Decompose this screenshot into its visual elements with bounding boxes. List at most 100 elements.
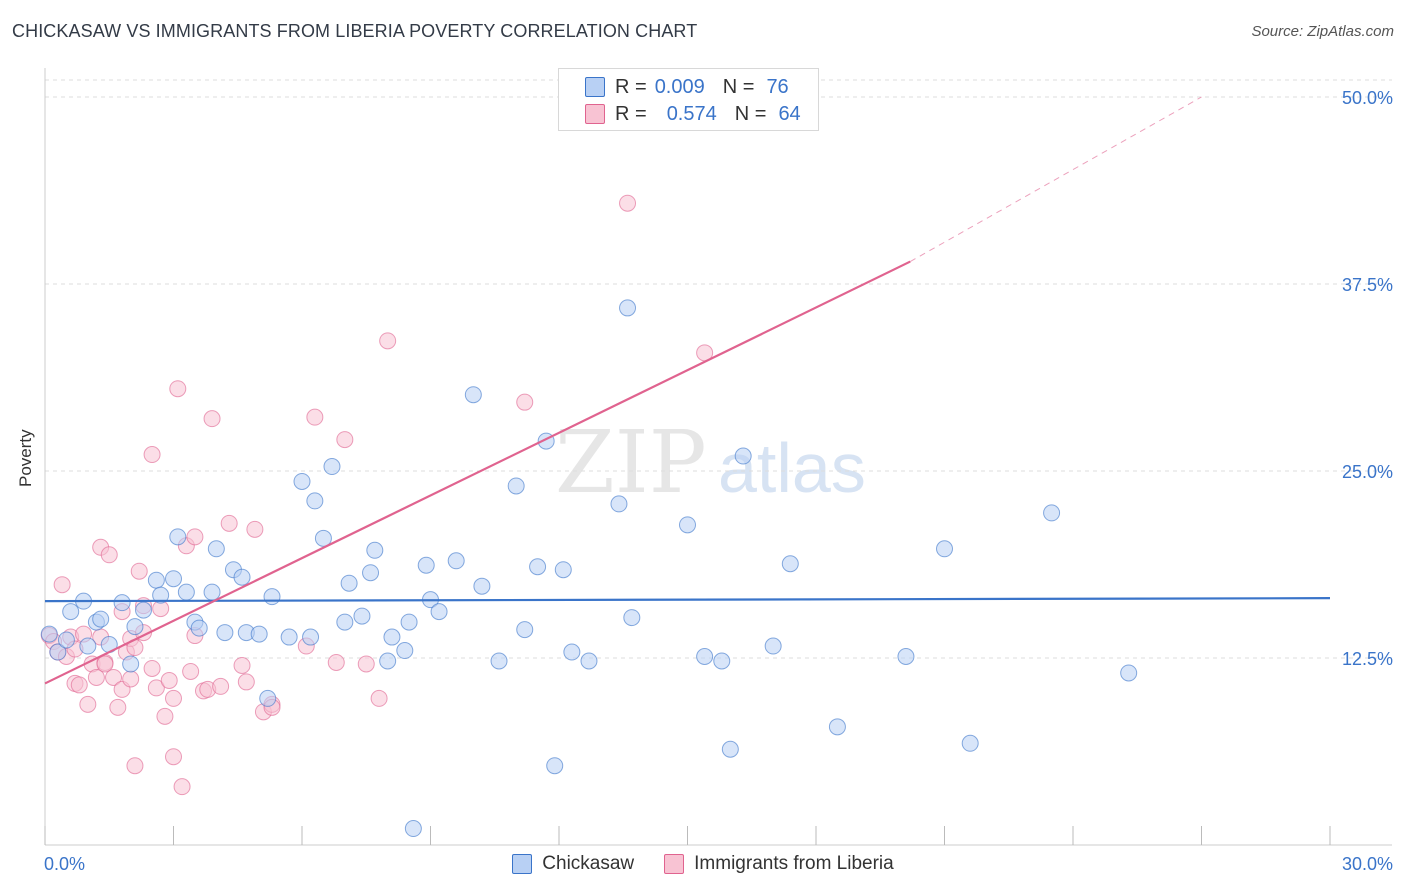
data-point-chickasaw bbox=[734, 447, 752, 465]
data-point-chickasaw bbox=[40, 625, 58, 643]
data-point-chickasaw bbox=[507, 477, 525, 495]
data-point-chickasaw bbox=[473, 577, 491, 595]
data-point-liberia bbox=[327, 653, 345, 671]
data-point-chickasaw bbox=[713, 652, 731, 670]
data-point-liberia bbox=[143, 446, 161, 464]
legend-r-value: 0.009 bbox=[654, 75, 705, 98]
data-point-liberia bbox=[109, 698, 127, 716]
trend-line-chickasaw bbox=[44, 597, 1331, 603]
data-point-chickasaw bbox=[610, 495, 628, 513]
legend-swatch-blue bbox=[585, 77, 605, 97]
data-point-chickasaw bbox=[546, 757, 564, 775]
data-point-chickasaw bbox=[207, 540, 225, 558]
data-point-liberia bbox=[165, 748, 182, 766]
series-chickasaw-points bbox=[40, 299, 1138, 838]
data-point-liberia bbox=[160, 671, 178, 689]
watermark-zip: ZIP bbox=[555, 413, 707, 513]
legend-item-liberia[interactable]: Immigrants from Liberia bbox=[664, 853, 894, 875]
data-point-chickasaw bbox=[961, 734, 979, 752]
data-point-chickasaw bbox=[516, 621, 534, 639]
trend-line-liberia-extension bbox=[909, 96, 1202, 262]
data-point-liberia bbox=[516, 393, 534, 411]
data-point-chickasaw bbox=[529, 558, 547, 576]
correlation-legend: R = 0.009 N = 76 R = 0.574 N = 64 bbox=[558, 68, 819, 131]
data-point-chickasaw bbox=[233, 568, 251, 586]
data-point-liberia bbox=[100, 546, 118, 564]
data-point-chickasaw bbox=[135, 601, 153, 619]
data-point-liberia bbox=[233, 656, 251, 674]
series-legend: Chickasaw Immigrants from Liberia bbox=[0, 851, 1406, 877]
data-point-chickasaw bbox=[430, 603, 448, 621]
data-point-chickasaw bbox=[57, 631, 75, 649]
data-point-liberia bbox=[220, 514, 238, 532]
data-point-chickasaw bbox=[126, 618, 144, 636]
legend-r-label: R = bbox=[615, 102, 647, 125]
data-point-chickasaw bbox=[79, 637, 97, 655]
data-point-liberia bbox=[53, 576, 71, 594]
legend-r-value: 0.574 bbox=[666, 102, 717, 125]
data-point-chickasaw bbox=[362, 564, 380, 582]
data-point-chickasaw bbox=[147, 571, 165, 589]
data-point-chickasaw bbox=[396, 642, 414, 660]
axis-layer bbox=[44, 68, 1392, 846]
data-point-chickasaw bbox=[379, 652, 397, 670]
legend-swatch-pink bbox=[664, 854, 685, 874]
data-point-liberia bbox=[105, 668, 123, 686]
data-point-liberia bbox=[87, 668, 105, 686]
data-point-liberia bbox=[79, 695, 97, 713]
data-point-chickasaw bbox=[190, 619, 208, 637]
data-point-liberia bbox=[173, 778, 191, 796]
data-point-chickasaw bbox=[383, 628, 401, 646]
y-tick-label: 50.0% bbox=[1342, 88, 1393, 108]
data-point-liberia bbox=[186, 528, 204, 546]
data-point-liberia bbox=[336, 431, 354, 449]
legend-item-chickasaw[interactable]: Chickasaw bbox=[512, 853, 634, 875]
data-point-chickasaw bbox=[936, 540, 953, 558]
x-tick-label: 30.0% bbox=[1342, 854, 1393, 874]
trend-line-liberia bbox=[44, 260, 911, 685]
data-point-chickasaw bbox=[49, 643, 67, 661]
data-point-liberia bbox=[212, 677, 230, 695]
data-point-chickasaw bbox=[177, 583, 195, 601]
data-point-liberia bbox=[70, 676, 88, 694]
data-point-chickasaw bbox=[306, 492, 324, 510]
data-point-chickasaw bbox=[679, 516, 696, 534]
data-point-chickasaw bbox=[897, 648, 915, 666]
y-tick-label: 37.5% bbox=[1342, 275, 1393, 295]
data-point-chickasaw bbox=[490, 652, 508, 670]
legend-swatch-pink bbox=[585, 104, 605, 124]
data-point-chickasaw bbox=[152, 586, 170, 604]
data-point-chickasaw bbox=[113, 594, 131, 612]
data-point-liberia bbox=[165, 689, 182, 707]
data-point-liberia bbox=[306, 408, 324, 426]
legend-n-label: N = bbox=[734, 102, 767, 125]
data-point-chickasaw bbox=[169, 528, 187, 546]
data-point-chickasaw bbox=[259, 689, 277, 707]
data-point-chickasaw bbox=[464, 386, 482, 404]
data-point-chickasaw bbox=[203, 583, 221, 601]
data-point-chickasaw bbox=[404, 820, 422, 838]
data-point-chickasaw bbox=[554, 561, 572, 579]
data-point-chickasaw bbox=[447, 552, 465, 570]
data-point-liberia bbox=[370, 689, 388, 707]
data-point-chickasaw bbox=[165, 570, 182, 588]
data-point-liberia bbox=[143, 659, 161, 677]
data-point-chickasaw bbox=[1120, 664, 1138, 682]
legend-n-value: 64 bbox=[778, 102, 801, 125]
data-point-liberia bbox=[147, 679, 165, 697]
trend-layer bbox=[44, 96, 1331, 685]
data-point-chickasaw bbox=[580, 652, 598, 670]
data-point-liberia bbox=[182, 662, 200, 680]
data-point-chickasaw bbox=[280, 628, 298, 646]
chart-title: CHICKASAW VS IMMIGRANTS FROM LIBERIA POV… bbox=[12, 21, 698, 41]
tick-label-layer: 12.5% 25.0% 37.5% 50.0% 0.0% 30.0% bbox=[44, 88, 1393, 874]
data-point-liberia bbox=[130, 562, 148, 580]
data-point-chickasaw bbox=[314, 529, 332, 547]
x-tick-label: 0.0% bbox=[44, 854, 85, 874]
data-point-liberia bbox=[122, 670, 140, 688]
legend-row-chickasaw: R = 0.009 N = 76 bbox=[585, 75, 789, 99]
data-point-liberia bbox=[96, 655, 114, 673]
data-point-chickasaw bbox=[623, 609, 641, 627]
data-point-liberia bbox=[246, 520, 264, 538]
